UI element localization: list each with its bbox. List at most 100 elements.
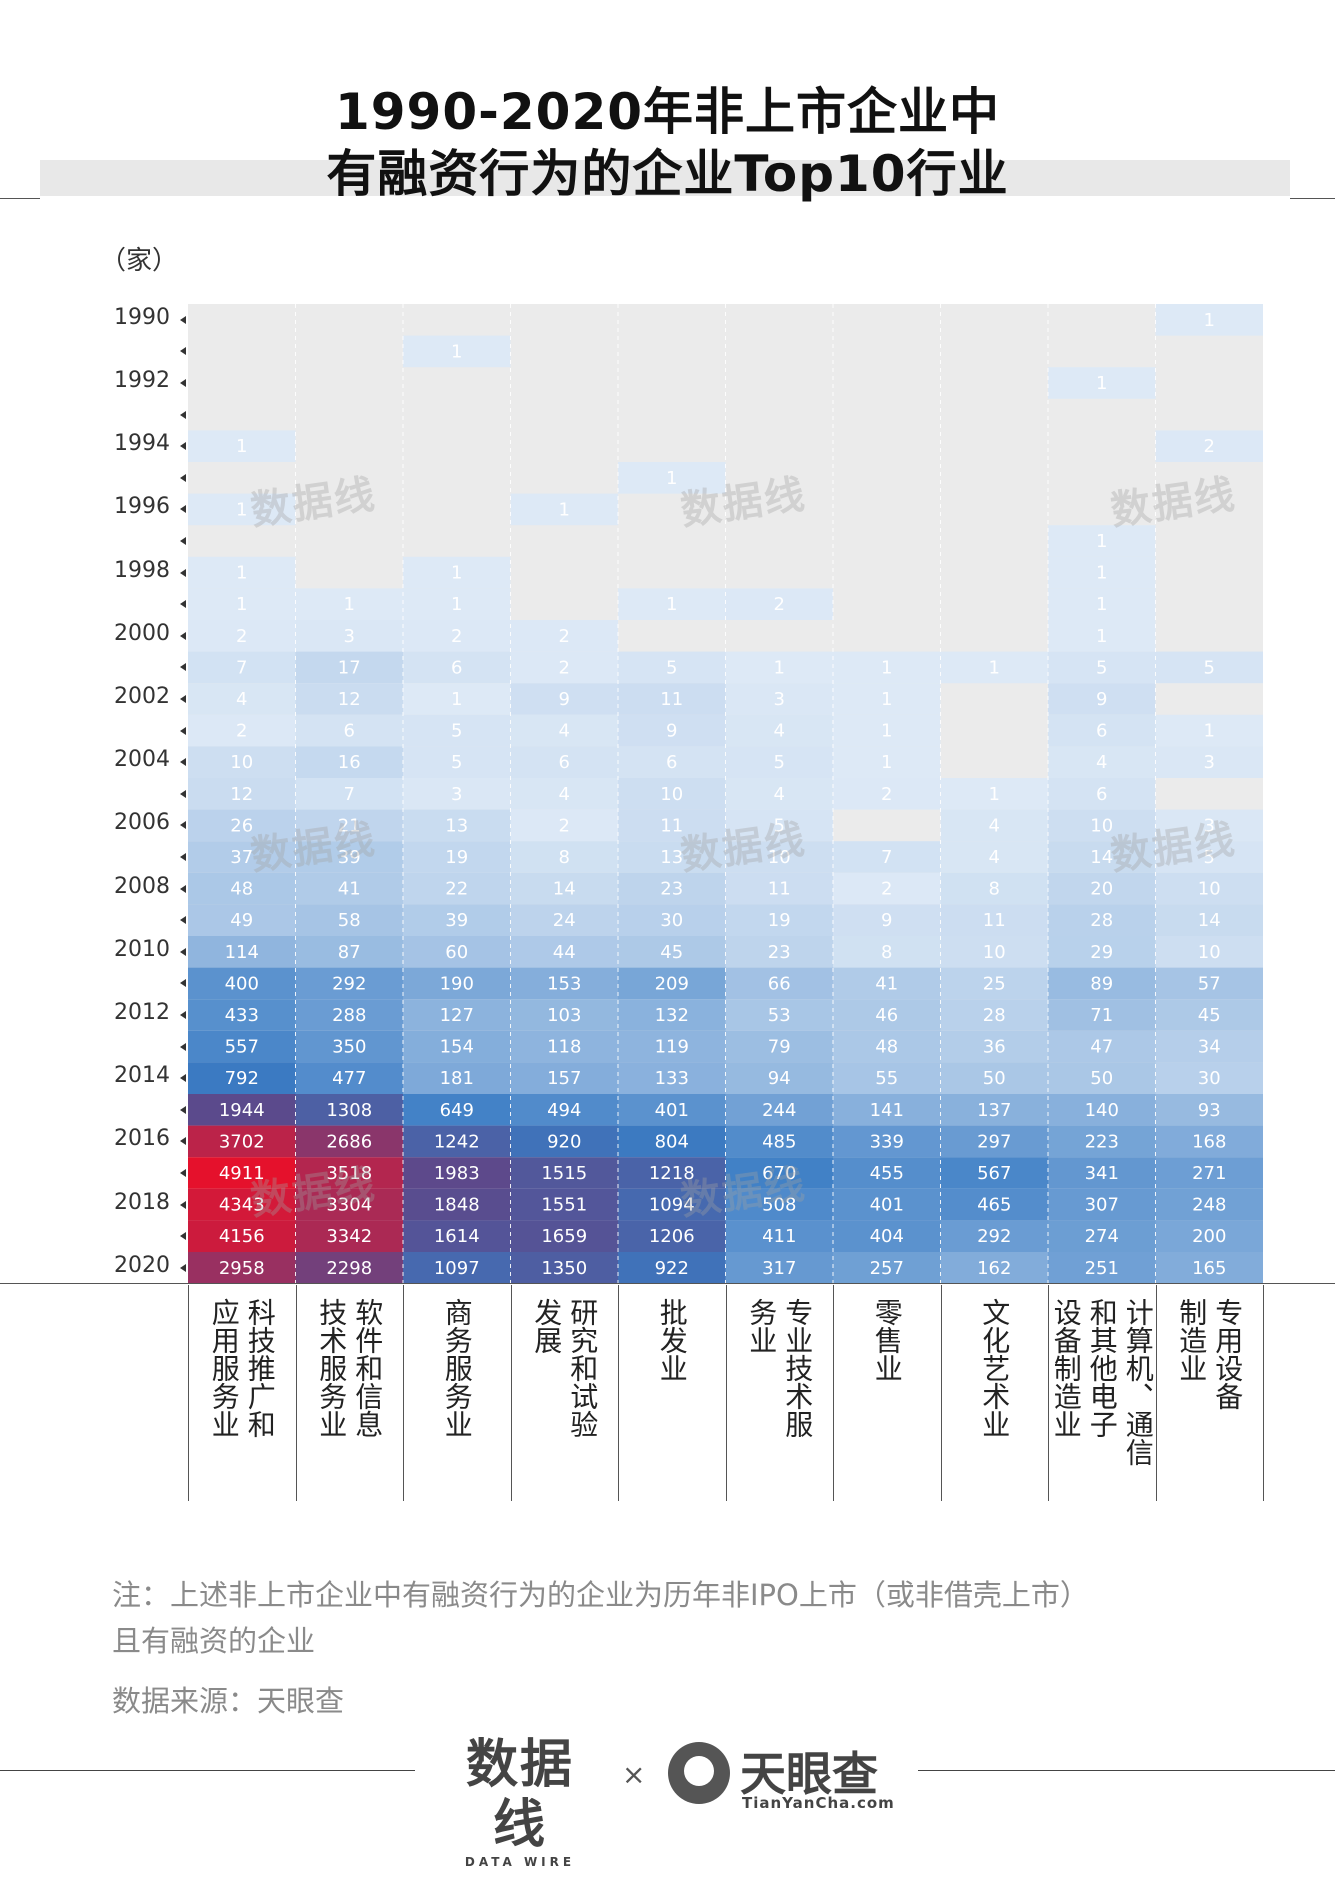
heatmap-cell <box>403 841 511 873</box>
heatmap-cell-value: 339 <box>870 1131 904 1152</box>
heatmap-cell-value: 4 <box>236 689 247 710</box>
heatmap-cell-value: 6 <box>344 721 355 742</box>
y-tick-label: 2014 <box>114 1063 170 1089</box>
heatmap-cell-value: 2 <box>1204 436 1215 457</box>
category-label: 软件和信息 技术服务业 <box>296 1298 404 1500</box>
heatmap-cell-value: 288 <box>332 1005 366 1026</box>
heatmap-cell-value: 1 <box>666 468 677 489</box>
heatmap-cell <box>1048 588 1156 620</box>
heatmap-cell-value: 87 <box>338 942 361 963</box>
heatmap-cell-value: 34 <box>1198 1037 1221 1058</box>
heatmap-cell-value: 154 <box>440 1037 474 1058</box>
y-tick-mark <box>180 347 186 356</box>
heatmap-cell-value: 2 <box>559 626 570 647</box>
heatmap-cell <box>188 841 296 873</box>
heatmap-cell-value: 89 <box>1090 973 1113 994</box>
category-label: 科技推广和 应用服务业 <box>188 1298 296 1500</box>
category-separator <box>1048 1285 1049 1501</box>
heatmap-cell-value: 137 <box>977 1100 1011 1121</box>
y-tick-label: 2016 <box>114 1126 170 1152</box>
heatmap-cell-value: 30 <box>1198 1068 1221 1089</box>
heatmap-cell <box>188 588 296 620</box>
heatmap-cell <box>403 1125 511 1158</box>
heatmap-cell <box>1048 1125 1156 1158</box>
heatmap-cell <box>403 1062 511 1094</box>
heatmap-cell-value: 7 <box>344 784 355 805</box>
heatmap-cell-value: 1 <box>559 499 570 520</box>
heatmap-cell <box>295 841 403 873</box>
heatmap-cell <box>1048 1220 1156 1252</box>
y-tick-mark <box>180 1042 186 1051</box>
heatmap-cell-value: 4 <box>989 815 1000 836</box>
heatmap-cell-value: 8 <box>989 879 1000 900</box>
tianyancha-mark-icon <box>668 1742 730 1804</box>
heatmap-cell-value: 477 <box>332 1068 366 1089</box>
heatmap-cell <box>940 1220 1048 1252</box>
heatmap-cell <box>295 872 403 905</box>
heatmap-cell <box>725 936 833 968</box>
heatmap-cell-value: 4 <box>774 784 785 805</box>
heatmap-cell-value: 3 <box>1204 752 1215 773</box>
heatmap-cell <box>940 1188 1048 1221</box>
heatmap-cell <box>940 904 1048 936</box>
heatmap-cell <box>403 651 511 684</box>
heatmap-cell <box>1155 1062 1263 1094</box>
heatmap-cell <box>403 588 511 620</box>
heatmap: 1111274210122637484911440043355779219443… <box>188 304 1263 1283</box>
heatmap-cell-value: 1944 <box>219 1100 265 1121</box>
heatmap-cell <box>833 1220 941 1252</box>
heatmap-cell-value: 140 <box>1085 1100 1119 1121</box>
heatmap-cell <box>295 1188 403 1221</box>
heatmap-cell <box>618 651 726 684</box>
heatmap-cell-value: 350 <box>332 1037 366 1058</box>
heatmap-cell-value: 1515 <box>541 1163 587 1184</box>
heatmap-cell <box>403 1220 511 1252</box>
heatmap-cell <box>295 1125 403 1158</box>
category-label: 专业技术服 务业 <box>726 1298 834 1500</box>
heatmap-cell <box>510 714 618 747</box>
heatmap-cell-value: 2 <box>881 784 892 805</box>
heatmap-cell <box>295 936 403 968</box>
heatmap-cell-value: 307 <box>1085 1195 1119 1216</box>
heatmap-cell-value: 10 <box>660 784 683 805</box>
heatmap-cell <box>510 936 618 968</box>
heatmap-cell <box>618 872 726 905</box>
heatmap-cell <box>618 936 726 968</box>
heatmap-cell <box>1155 746 1263 778</box>
heatmap-cell <box>403 1030 511 1063</box>
heatmap-cell-value: 804 <box>655 1131 689 1152</box>
y-tick-mark <box>180 663 186 672</box>
heatmap-cell-value: 209 <box>655 973 689 994</box>
heatmap-cell <box>403 683 511 715</box>
category-label: 商务服务业 <box>403 1298 511 1500</box>
heatmap-cell-value: 19 <box>768 910 791 931</box>
category-label-part: 发展 <box>530 1298 564 1354</box>
heatmap-cell <box>188 620 296 652</box>
heatmap-cell-value: 1 <box>881 657 892 678</box>
heatmap-cell-value: 41 <box>338 879 361 900</box>
heatmap-cell-value: 1983 <box>434 1163 480 1184</box>
heatmap-cell-value: 2686 <box>326 1131 372 1152</box>
heatmap-cell <box>940 872 1048 905</box>
heatmap-cell <box>188 683 296 715</box>
heatmap-cell <box>940 999 1048 1031</box>
heatmap-cell-value: 1 <box>236 563 247 584</box>
heatmap-cell-value: 9 <box>559 689 570 710</box>
heatmap-cell-value: 36 <box>983 1037 1006 1058</box>
y-tick-mark <box>180 473 186 482</box>
heatmap-cell-value: 1551 <box>541 1195 587 1216</box>
heatmap-cell <box>403 936 511 968</box>
heatmap-cell <box>1155 809 1263 842</box>
heatmap-cell <box>725 651 833 684</box>
x-axis-line <box>0 1283 1335 1284</box>
heatmap-cell <box>1048 1252 1156 1283</box>
heatmap-cell-value: 118 <box>547 1037 581 1058</box>
heatmap-cell <box>1048 367 1156 399</box>
title-band <box>40 160 1290 196</box>
heatmap-cell-value: 25 <box>983 973 1006 994</box>
heatmap-cell <box>725 1094 833 1126</box>
heatmap-cell <box>940 1030 1048 1063</box>
y-tick-mark <box>180 1011 186 1019</box>
heatmap-cell <box>725 1188 833 1221</box>
heatmap-cell-value: 7 <box>881 847 892 868</box>
